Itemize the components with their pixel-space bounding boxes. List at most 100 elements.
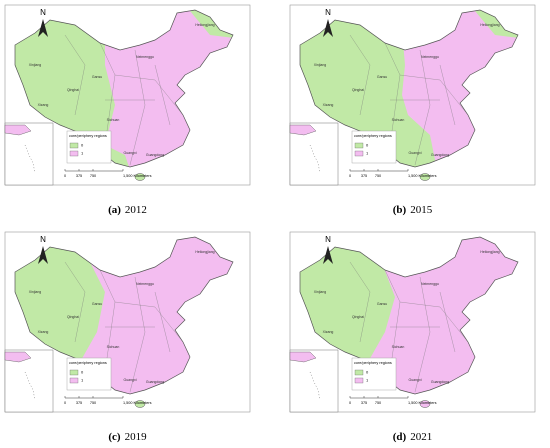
panel-caption: (b) 2015 (393, 204, 433, 216)
inset-dots (24, 144, 36, 174)
panel-label: (b) (393, 204, 407, 216)
legend-title: core/periphery regions (354, 134, 392, 138)
province-label: Xizang (323, 103, 334, 107)
island (134, 173, 146, 181)
scale-label: 1,500 Kilometers (123, 401, 152, 405)
province-label: Guangdong (146, 153, 164, 157)
province-label: Xizang (323, 330, 334, 334)
legend-label: 0 (366, 370, 369, 375)
legend-swatch (354, 142, 364, 149)
north-arrow (323, 19, 333, 37)
legend-swatch (354, 369, 364, 376)
legend-swatch (354, 377, 364, 384)
province-label: Xizang (38, 103, 49, 107)
scale-label: 750 (90, 401, 96, 405)
legend-title: core/periphery regions (69, 361, 107, 365)
inset-dots (309, 371, 321, 401)
panel-caption: (c) 2019 (108, 431, 147, 443)
scale-label: 375 (76, 401, 82, 405)
legend-label: 1 (366, 151, 369, 156)
province-label: Guangxi (408, 378, 421, 382)
north-label: N (325, 235, 331, 244)
scale-label: 375 (361, 174, 367, 178)
province-border (64, 261, 86, 343)
province-label: Qinghai (352, 315, 364, 319)
province-label: Heilongjiang (480, 23, 499, 27)
north-arrow (323, 246, 333, 264)
province-label: Guangxi (123, 378, 136, 382)
scale-label: 375 (76, 174, 82, 178)
province-label: Gansu (92, 75, 102, 79)
scale-label: 750 (90, 174, 96, 178)
province-label: Guangxi (123, 151, 136, 155)
province-label: Heilongjiang (480, 250, 499, 254)
map-panel: Xinjiang Xizang Qinghai Gansu Neimenggu Heilo… (4, 231, 251, 413)
province-label: Heilongjiang (195, 250, 214, 254)
panel-label: (d) (393, 431, 407, 443)
province-label: Sichuan (107, 345, 120, 349)
province-border (399, 74, 469, 116)
province-label: Gansu (92, 302, 102, 306)
island (419, 400, 431, 408)
province-label: Guangdong (431, 153, 449, 157)
panel-caption: (d) 2021 (393, 431, 432, 443)
province-border (349, 261, 371, 343)
panel-label: (a) (108, 204, 121, 216)
province-label: Xinjiang (314, 290, 327, 294)
map-panel: Xinjiang Xizang Qinghai Gansu Neimenggu Heilo… (289, 4, 536, 186)
legend-swatch (69, 369, 79, 376)
province-border (154, 64, 171, 126)
province-label: Guangdong (146, 380, 164, 384)
province-label: Sichuan (107, 118, 120, 122)
legend-label: 1 (81, 378, 84, 383)
legend-label: 0 (81, 143, 84, 148)
province-border (439, 64, 456, 126)
map-panel: Xinjiang Xizang Qinghai Gansu Neimenggu Heilo… (4, 4, 251, 186)
province-label: Gansu (377, 75, 387, 79)
scale-label: 750 (375, 174, 381, 178)
panel-year: 2012 (125, 204, 147, 216)
scale-label: 1,500 Kilometers (408, 174, 437, 178)
inset-frame (289, 349, 339, 413)
province-label: Xinjiang (314, 63, 327, 67)
province-border (439, 291, 456, 353)
province-label: Qinghai (67, 315, 79, 319)
north-label: N (40, 8, 46, 17)
province-border (64, 34, 86, 116)
legend-swatch (354, 150, 364, 157)
province-border (399, 301, 469, 343)
north-arrow (38, 246, 48, 264)
map-panel: Xinjiang Xizang Qinghai Gansu Neimenggu Heilo… (289, 231, 536, 413)
province-label: Xinjiang (29, 290, 42, 294)
scale-label: 750 (375, 401, 381, 405)
panel-year: 2015 (410, 204, 433, 216)
province-border (414, 49, 431, 166)
province-label: Sichuan (392, 345, 405, 349)
province-label: Neimenggu (136, 282, 154, 286)
province-border (114, 301, 184, 343)
panel-year: 2019 (125, 431, 148, 443)
legend-label: 0 (366, 143, 369, 148)
panel-year: 2021 (410, 431, 432, 443)
province-label: Xinjiang (29, 63, 42, 67)
inset-land (4, 124, 32, 136)
legend-title: core/periphery regions (354, 361, 392, 365)
panel-caption: (a) 2012 (108, 204, 147, 216)
province-label: Neimenggu (136, 55, 154, 59)
province-label: Qinghai (352, 88, 364, 92)
legend-label: 1 (366, 378, 369, 383)
scale-label: 0 (349, 401, 351, 405)
scale-label: 375 (361, 401, 367, 405)
scale-label: 0 (64, 401, 66, 405)
inset-land (289, 351, 317, 363)
inset-dots (24, 371, 36, 401)
inset-land (289, 124, 317, 136)
province-label: Guangdong (431, 380, 449, 384)
inset-dots (309, 144, 321, 174)
province-border (154, 291, 171, 353)
legend-label: 1 (81, 151, 84, 156)
province-label: Neimenggu (421, 282, 439, 286)
island (134, 400, 146, 408)
scale-label: 1,500 Kilometers (123, 174, 152, 178)
